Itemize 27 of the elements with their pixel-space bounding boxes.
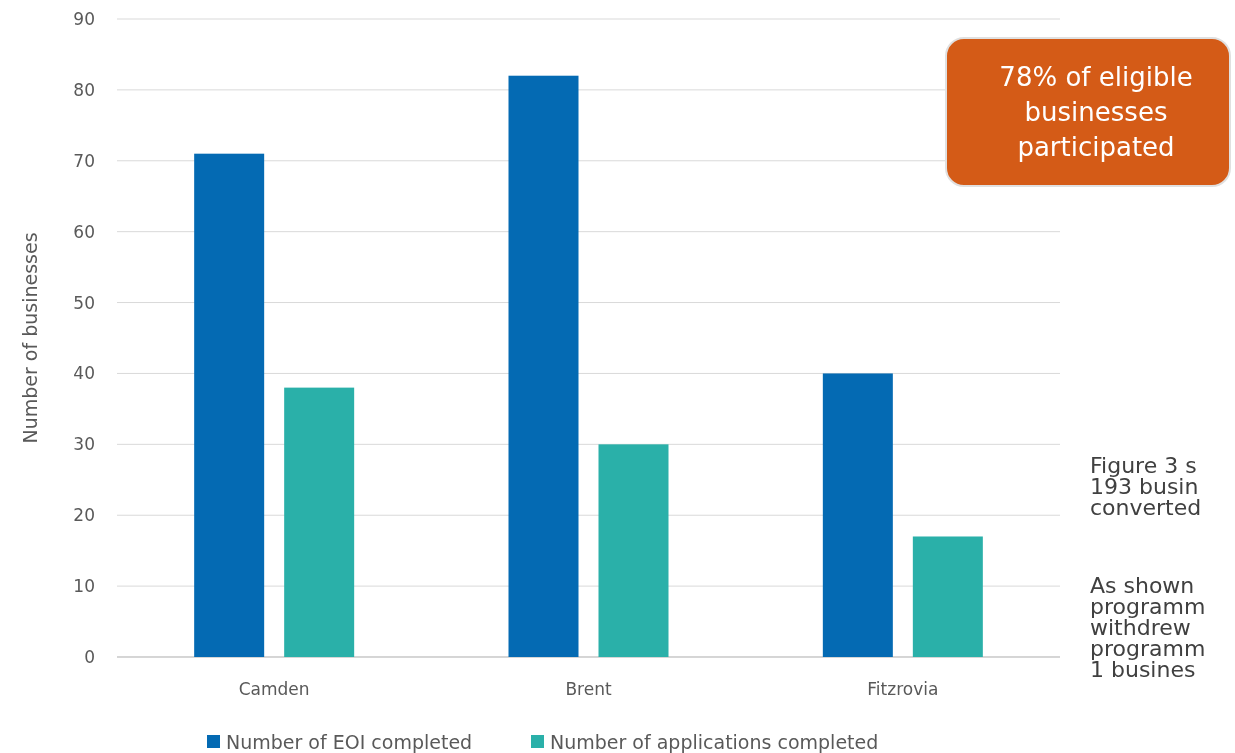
caption: Figure 3 s [1090,452,1197,478]
x-tick-label: Camden [238,678,310,699]
y-tick-label: 80 [73,79,95,100]
y-tick-label: 0 [84,646,95,667]
y-axis-title: Number of businesses [18,232,41,444]
bar [822,373,893,657]
y-tick-label: 90 [73,8,95,29]
legend-label: Number of applications completed [550,730,879,753]
bar [194,153,265,657]
bar [598,444,669,657]
y-tick-label: 10 [73,576,95,597]
bar [912,536,983,657]
x-tick-label: Brent [565,678,612,699]
legend-label: Number of EOI completed [226,730,473,753]
x-tick-label: Fitzrovia [867,678,939,699]
y-tick-label: 60 [73,221,95,242]
annotation: 78% of eligible businesses participated [999,62,1193,163]
y-tick-label: 50 [73,292,95,313]
bar [508,75,579,657]
text: programm [1090,635,1206,661]
bar [284,387,355,657]
text: converted [1090,494,1202,520]
y-tick-label: 30 [73,434,95,455]
y-tick-label: 40 [73,363,95,384]
y-tick-label: 70 [73,150,95,171]
y-tick-label: 20 [73,505,95,526]
callout-box: 78% of eligible businesses participated [945,37,1231,187]
